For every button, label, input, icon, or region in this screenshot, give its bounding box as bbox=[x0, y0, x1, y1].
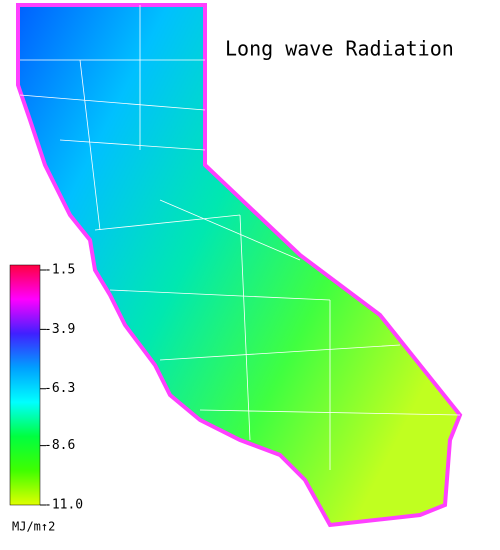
colorbar-tick-label: -11.0 bbox=[44, 498, 83, 513]
county-lines bbox=[19, 5, 461, 470]
colorbar-unit: MJ/m↑2 bbox=[12, 520, 55, 534]
colorbar-tick-label: -8.6 bbox=[44, 438, 75, 453]
colorbar bbox=[9, 264, 41, 506]
colorbar-tick-label: -3.9 bbox=[44, 322, 75, 337]
map-title: Long wave Radiation bbox=[225, 37, 454, 61]
colorbar-tick-label: -1.5 bbox=[44, 263, 75, 278]
california-outline bbox=[16, 3, 463, 528]
colorbar-tick-label: -6.3 bbox=[44, 381, 75, 396]
